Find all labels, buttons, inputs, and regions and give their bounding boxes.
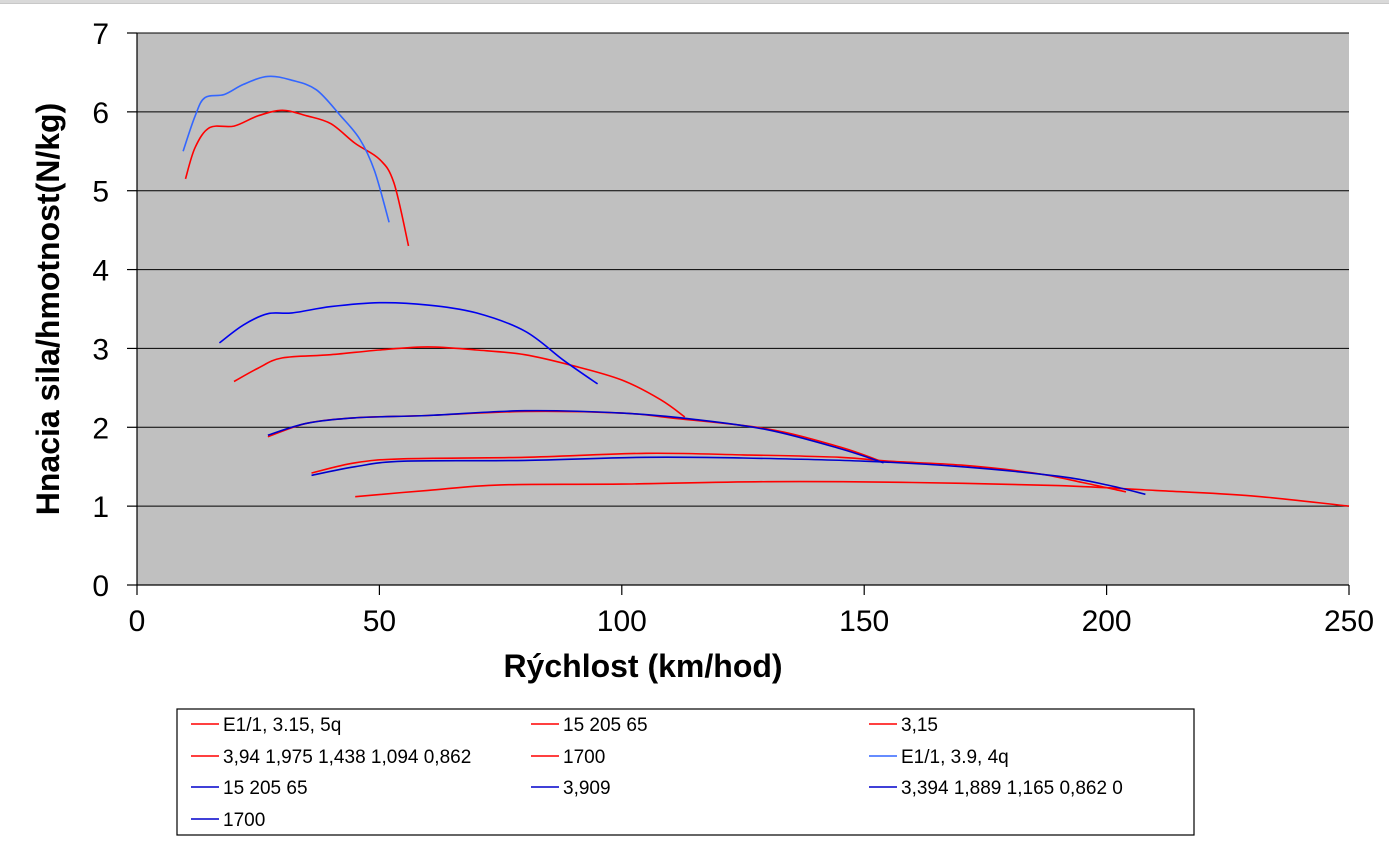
- x-axis-title: Rýchlost (km/hod): [503, 648, 782, 684]
- series-group: [182, 75, 1350, 507]
- series-line-5: [355, 480, 1350, 507]
- series-line-8: [267, 409, 884, 464]
- plot-area-group: [136, 32, 1349, 586]
- legend-entry-label: E1/1, 3.15, 5q: [223, 715, 341, 736]
- legend-entry-label: 3,94 1,975 1,438 1,094 0,862: [223, 747, 471, 768]
- x-tick-label: 0: [129, 605, 146, 638]
- series-line-2: [233, 346, 686, 418]
- legend: E1/1, 3.15, 5q 15 205 65 3,15 3,94 1,975 1,…: [176, 708, 1195, 836]
- legend-box: [176, 708, 1195, 836]
- legend-entry-label: 15 205 65: [563, 715, 648, 736]
- legend-entry-label: 3,15: [901, 715, 938, 736]
- y-tick-label: 2: [92, 412, 109, 445]
- legend-entry-label: 3,909: [563, 778, 611, 799]
- plot-background: [137, 33, 1349, 585]
- legend-entry-label: E1/1, 3.9, 4q: [901, 747, 1009, 768]
- legend-entry-label: 3,394 1,889 1,165 0,862 0: [901, 778, 1123, 799]
- series-line-7: [218, 301, 599, 385]
- legend-entry-label: 1700: [223, 810, 265, 831]
- y-tick-label: 6: [92, 97, 109, 130]
- x-tick-label: 200: [1082, 605, 1132, 638]
- y-tick-label: 4: [92, 255, 109, 288]
- x-tick-label: 250: [1324, 605, 1374, 638]
- window-top-border: [0, 0, 1389, 4]
- series-line-1: [184, 109, 410, 247]
- legend-entry-label: 15 205 65: [223, 778, 308, 799]
- series-line-9: [311, 456, 1146, 496]
- legend-entry-label: 1700: [563, 747, 605, 768]
- x-tick-label: 150: [839, 605, 889, 638]
- x-tick-label: 100: [597, 605, 647, 638]
- y-tick-label: 7: [92, 18, 109, 51]
- ticks-group: 0 1 2 3 4 5 6 7 0 50 100 150 200 250: [92, 18, 1374, 638]
- y-axis-title: Hnacia sila/hmotnost(N/kg): [30, 103, 66, 516]
- x-tick-label: 50: [363, 605, 396, 638]
- y-tick-label: 3: [92, 333, 109, 366]
- y-tick-label: 1: [92, 491, 109, 524]
- y-tick-label: 5: [92, 176, 109, 209]
- y-tick-label: 0: [92, 570, 109, 603]
- series-line-6: [182, 75, 390, 223]
